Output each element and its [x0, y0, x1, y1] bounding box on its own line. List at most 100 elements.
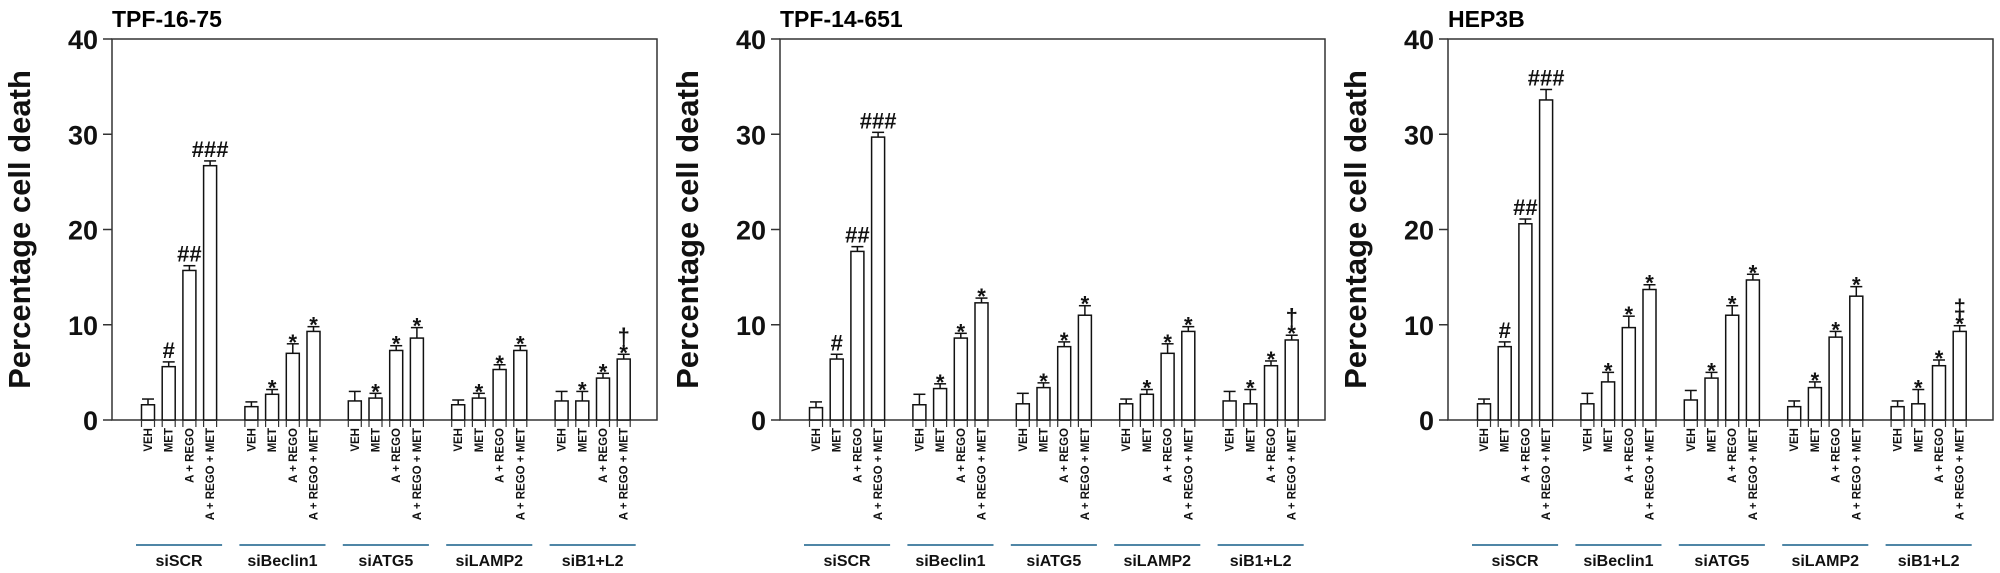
y-tick-label: 20: [736, 216, 766, 246]
bar: [1600, 381, 1616, 421]
group-label: siLAMP2: [1123, 553, 1191, 570]
bar: [409, 337, 425, 421]
significance-label: *: [1039, 369, 1048, 394]
bar: [595, 377, 611, 421]
significance-label: *: [1852, 273, 1861, 298]
significance-label: *: [1163, 330, 1172, 355]
bar: [1015, 403, 1031, 421]
bar: [388, 349, 404, 421]
bar: [1243, 403, 1258, 421]
x-tick-label: MET: [1810, 428, 1822, 452]
significance-label: *‡: [1954, 295, 1966, 337]
bar-group: VEH * MET * A + REGO * A + REGO + MET siBeclin1: [907, 284, 994, 570]
bar-group: VEH * MET * A + REGO * A + REGO + MET siLAMP2: [1114, 313, 1201, 570]
significance-label: *: [1749, 260, 1758, 285]
significance-label: *: [309, 313, 318, 338]
significance-label: *: [1143, 376, 1152, 401]
bar-group: VEH # MET ## A + REGO ### A + REGO + MET siSCR: [136, 137, 228, 570]
y-tick-label: 10: [68, 311, 98, 341]
bar: [1849, 295, 1864, 421]
significance-label: ##: [1513, 195, 1537, 220]
bar-group: VEH * MET * A + REGO * A + REGO + MET siLAMP2: [1782, 273, 1869, 570]
group-label: siBeclin1: [915, 553, 985, 570]
y-tick-label: 40: [736, 25, 766, 55]
x-tick-label: MET: [935, 428, 947, 452]
bar: [616, 358, 631, 421]
y-tick-label: 40: [1404, 25, 1434, 55]
bar: [1931, 364, 1947, 421]
y-axis-label: Percentage cell death: [1338, 70, 1373, 389]
x-tick-label: A + REGO + MET: [205, 428, 217, 520]
group-label: siLAMP2: [1791, 553, 1859, 570]
panel-title: TPF-14-651: [780, 6, 903, 32]
bar: [492, 368, 507, 421]
bar: [1118, 403, 1134, 421]
x-tick-label: A + REGO + MET: [1287, 428, 1299, 520]
significance-label: *: [1625, 302, 1634, 327]
x-tick-label: VEH: [1121, 428, 1133, 452]
significance-label: #: [1499, 318, 1511, 343]
bar: [1538, 99, 1554, 421]
bar-group: VEH * MET * A + REGO * A + REGO + MET siATG5: [1010, 292, 1097, 570]
x-tick-label: A + REGO + MET: [1748, 428, 1760, 520]
x-tick-label: VEH: [1018, 428, 1030, 452]
x-tick-label: A + REGO: [598, 428, 610, 483]
y-tick-label: 0: [751, 406, 766, 436]
x-tick-label: MET: [1500, 428, 1512, 452]
significance-label: *: [599, 359, 608, 384]
x-tick-label: A + REGO: [495, 428, 507, 483]
bar: [1181, 330, 1196, 421]
bar: [244, 405, 259, 421]
x-tick-label: A + REGO: [956, 428, 968, 483]
bar: [1704, 377, 1719, 421]
significance-label: *: [495, 351, 504, 376]
group-label: siSCR: [823, 553, 871, 570]
significance-label: *: [936, 370, 945, 395]
bar: [182, 269, 197, 421]
bar: [1911, 403, 1926, 421]
x-tick-label: A + REGO + MET: [1183, 428, 1195, 520]
y-tick-label: 30: [736, 120, 766, 150]
bar: [850, 250, 865, 421]
x-tick-label: VEH: [914, 428, 926, 452]
y-tick-label: 40: [68, 25, 98, 55]
x-tick-label: MET: [577, 428, 589, 452]
y-tick-label: 20: [1404, 216, 1434, 246]
significance-label: *: [1060, 328, 1069, 353]
y-tick-label: 30: [68, 120, 98, 150]
bar: [1518, 223, 1533, 421]
significance-label: *: [1081, 292, 1090, 317]
significance-label: *†: [618, 323, 630, 365]
x-tick-label: MET: [1603, 428, 1615, 452]
group-label: siSCR: [1491, 553, 1539, 570]
bar: [1056, 345, 1072, 421]
bar: [1828, 336, 1843, 421]
bar: [1497, 345, 1512, 421]
x-tick-label: A + REGO + MET: [1851, 428, 1863, 520]
chart-panel: HEP3B Percentage cell death 0 10 20 30 40 VEH # M…: [1338, 6, 1994, 570]
y-tick-label: 10: [736, 311, 766, 341]
bar: [285, 352, 301, 421]
chart-panel: TPF-14-651 Percentage cell death 0 10 20 30 40…: [670, 6, 1326, 570]
significance-label: *: [475, 379, 484, 404]
bar: [513, 349, 528, 421]
group-label: siATG5: [1026, 553, 1081, 570]
panel-title: TPF-16-75: [112, 6, 222, 32]
x-tick-label: VEH: [350, 428, 362, 452]
x-tick-label: A + REGO + MET: [309, 428, 321, 520]
chart-panel: TPF-16-75 Percentage cell death 0 10 20 30 40 V…: [2, 6, 658, 570]
significance-label: ###: [192, 137, 229, 162]
significance-label: *†: [1286, 304, 1298, 346]
significance-label: *: [1645, 271, 1654, 296]
x-tick-label: VEH: [1893, 428, 1905, 452]
significance-label: #: [163, 338, 175, 363]
x-tick-label: A + REGO + MET: [1080, 428, 1092, 520]
x-tick-label: VEH: [1789, 428, 1801, 452]
significance-label: *: [1246, 376, 1255, 401]
bar: [974, 302, 989, 421]
group-label: siSCR: [155, 553, 203, 570]
x-tick-label: VEH: [453, 428, 465, 452]
significance-label: *: [516, 332, 525, 357]
panel-title: HEP3B: [1448, 6, 1525, 32]
x-tick-label: A + REGO: [1934, 428, 1946, 483]
